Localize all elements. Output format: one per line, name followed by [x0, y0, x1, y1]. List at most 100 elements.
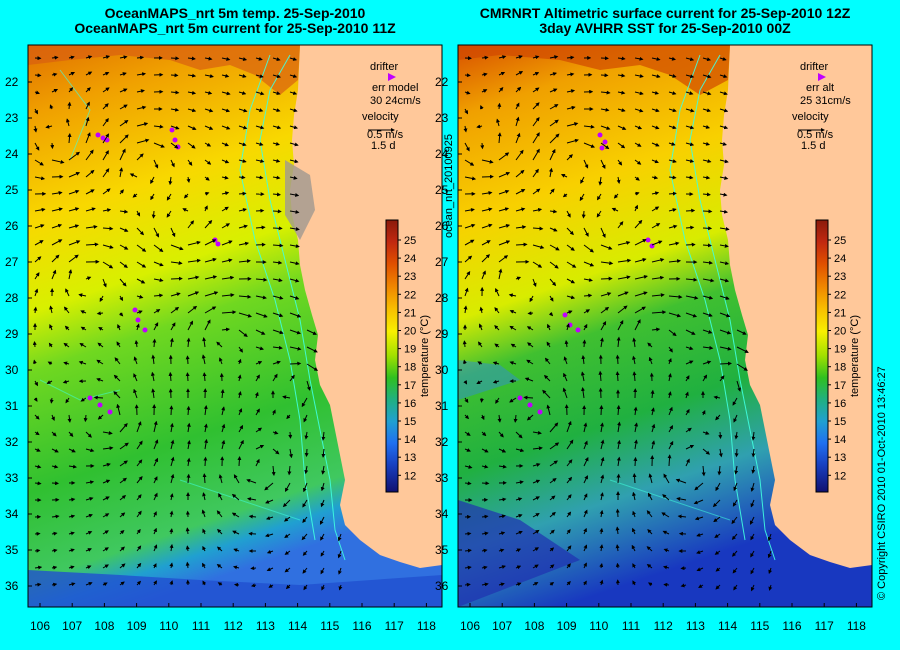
colorbar-tick-label: 18 [404, 362, 416, 374]
longitude-tick-label: 113 [256, 619, 275, 633]
longitude-tick-label: 111 [622, 619, 641, 633]
right-colorbar: 25 24 23 22 21 20 19 18 17 16 15 14 13 12 temperature… [815, 219, 861, 493]
longitude-tick-label: 117 [815, 619, 834, 633]
latitude-tick-label: 35 [5, 543, 19, 557]
colorbar-tick-label: 14 [834, 434, 846, 446]
left-title-line2: OceanMAPS_nrt 5m current for 25-Sep-2010… [74, 20, 396, 36]
longitude-tick-label: 107 [492, 619, 512, 633]
longitude-tick-label: 116 [352, 619, 371, 633]
colorbar-tick-label: 13 [834, 452, 846, 464]
longitude-tick-label: 109 [557, 619, 577, 633]
colorbar-tick-label: 15 [834, 416, 846, 428]
colorbar-tick-label: 12 [404, 470, 416, 482]
latitude-tick-label: 32 [5, 435, 19, 449]
longitude-tick-label: 111 [192, 619, 211, 633]
latitude-tick-label: 33 [435, 471, 449, 485]
latitude-tick-label: 33 [5, 471, 19, 485]
latitude-tick-label: 31 [5, 399, 19, 413]
left-latitude-axis: 22 23 24 25 26 27 28 29 30 31 32 33 34 35 36 [5, 75, 32, 593]
right-colorbar-label: temperature (°C) [849, 315, 861, 397]
longitude-tick-label: 118 [847, 619, 866, 633]
colorbar-tick-label: 24 [404, 253, 416, 265]
latitude-tick-label: 34 [5, 507, 19, 521]
longitude-tick-label: 115 [320, 619, 339, 633]
latitude-tick-label: 26 [435, 219, 449, 233]
colorbar-tick-label: 23 [404, 271, 416, 283]
right-legend-speed: 0.5 m/s [797, 129, 834, 141]
longitude-tick-label: 117 [385, 619, 404, 633]
right-land [720, 45, 872, 568]
colorbar-tick-label: 20 [404, 326, 416, 338]
longitude-tick-label: 106 [460, 619, 480, 633]
latitude-tick-label: 23 [5, 111, 19, 125]
right-title-line2: 3day AVHRR SST for 25-Sep-2010 00Z [539, 20, 791, 36]
colorbar-tick-label: 21 [404, 307, 416, 319]
colorbar-tick-label: 15 [404, 416, 416, 428]
right-legend-duration: 1.5 d [801, 140, 825, 152]
longitude-tick-label: 112 [654, 619, 673, 633]
left-legend-err-values: 30 24cm/s [370, 95, 421, 107]
colorbar-tick-label: 17 [834, 380, 846, 392]
right-latitude-axis: 22 23 24 25 26 27 28 29 30 31 32 33 34 35 36 [435, 75, 462, 593]
colorbar-tick-label: 12 [834, 470, 846, 482]
right-legend-drifter: drifter [800, 61, 828, 73]
latitude-tick-label: 24 [5, 147, 19, 161]
right-longitude-axis: 106 107 108 109 110 111 112 113 114 115 116 117 118 [460, 603, 866, 633]
latitude-tick-label: 35 [435, 543, 449, 557]
right-panel-title: CMRNRT Altimetric surface current for 25… [448, 6, 882, 36]
file-id-label: ocean_nrt_20100925 [443, 134, 455, 238]
colorbar-tick-label: 24 [834, 253, 846, 265]
latitude-tick-label: 28 [435, 291, 449, 305]
left-legend-duration: 1.5 d [371, 140, 395, 152]
latitude-tick-label: 25 [5, 183, 19, 197]
longitude-tick-label: 116 [782, 619, 801, 633]
left-legend: drifter err model 30 24cm/s velocity 0.5… [362, 61, 421, 152]
right-legend-err: err alt [806, 82, 834, 94]
left-title-line1: OceanMAPS_nrt 5m temp. 25-Sep-2010 [104, 5, 366, 21]
latitude-tick-label: 27 [5, 255, 19, 269]
latitude-tick-label: 28 [5, 291, 19, 305]
latitude-tick-label: 22 [435, 75, 449, 89]
right-legend-err-values: 25 31cm/s [800, 95, 851, 107]
latitude-tick-label: 30 [5, 363, 19, 377]
longitude-tick-label: 110 [159, 619, 178, 633]
right-map-panel [458, 45, 872, 607]
colorbar-tick-label: 13 [404, 452, 416, 464]
latitude-tick-label: 25 [435, 183, 449, 197]
longitude-tick-label: 112 [224, 619, 243, 633]
colorbar-tick-label: 25 [834, 235, 846, 247]
latitude-tick-label: 27 [435, 255, 449, 269]
latitude-tick-label: 36 [5, 579, 19, 593]
colorbar-tick-label: 19 [404, 344, 416, 356]
longitude-tick-label: 114 [288, 619, 307, 633]
colorbar-tick-label: 16 [404, 398, 416, 410]
left-current-vectors [32, 55, 343, 591]
latitude-tick-label: 23 [435, 111, 449, 125]
right-legend: drifter err alt 25 31cm/s velocity 0.5 m… [792, 61, 851, 152]
latitude-tick-label: 29 [5, 327, 19, 341]
colorbar-tick-label: 14 [404, 434, 416, 446]
colorbar-tick-label: 18 [834, 362, 846, 374]
right-current-vectors [462, 55, 773, 592]
colorbar-tick-label: 16 [834, 398, 846, 410]
colorbar-tick-label: 23 [834, 271, 846, 283]
right-title-line1: CMRNRT Altimetric surface current for 25… [479, 5, 851, 21]
left-legend-velocity: velocity [362, 111, 399, 123]
latitude-tick-label: 29 [435, 327, 449, 341]
longitude-tick-label: 114 [718, 619, 737, 633]
longitude-tick-label: 118 [417, 619, 436, 633]
latitude-tick-label: 24 [435, 147, 449, 161]
right-drifter-tracks [517, 132, 655, 415]
longitude-tick-label: 106 [30, 619, 50, 633]
left-map-panel [28, 45, 442, 607]
latitude-tick-label: 36 [435, 579, 449, 593]
colorbar-tick-label: 21 [834, 307, 846, 319]
left-legend-speed: 0.5 m/s [367, 129, 404, 141]
copyright-label: © Copyright CSIRO 2010 01-Oct-2010 13:46… [876, 366, 888, 600]
longitude-tick-label: 108 [94, 619, 114, 633]
left-longitude-axis: 106 107 108 109 110 111 112 113 114 115 116 117 118 [30, 603, 436, 633]
left-colorbar-label: temperature (°C) [419, 315, 431, 397]
left-land [290, 45, 442, 568]
right-legend-velocity: velocity [792, 111, 829, 123]
